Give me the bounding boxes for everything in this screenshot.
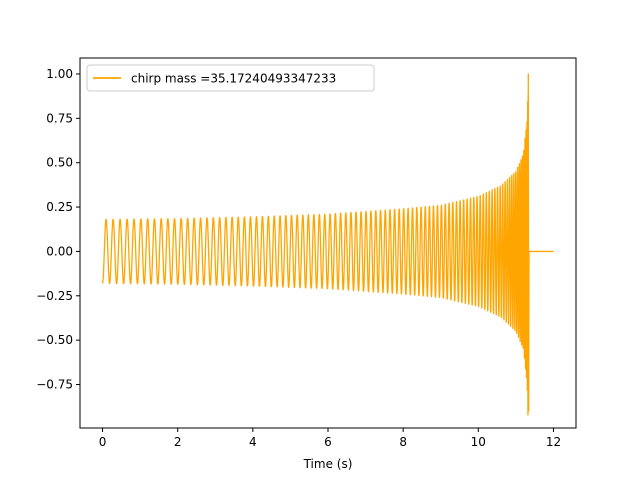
y-tick-label: 0.50	[46, 156, 73, 170]
series-line-chirp	[101, 73, 554, 416]
y-tick-label: −0.50	[36, 333, 73, 347]
y-tick-label: 1.00	[46, 67, 73, 81]
legend-box	[86, 64, 375, 92]
x-axis-label: Time (s)	[303, 457, 353, 471]
x-tick-label: 6	[324, 435, 332, 449]
legend: chirp mass =35.17240493347233	[86, 64, 375, 92]
x-tick-label: 2	[174, 435, 182, 449]
x-tick-label: 12	[546, 435, 561, 449]
x-tick-label: 8	[399, 435, 407, 449]
x-tick-label: 4	[249, 435, 257, 449]
y-tick-label: 0.00	[46, 244, 73, 258]
x-tick-label: 10	[471, 435, 486, 449]
y-tick-label: 0.25	[46, 200, 73, 214]
y-axis: −0.75 −0.50 −0.25 0.00 0.25 0.50 0.75 1.00	[36, 67, 80, 392]
legend-entry-label: chirp mass =35.17240493347233	[131, 72, 336, 86]
x-axis: 0 2 4 6 8 10 12	[99, 428, 561, 449]
y-tick-label: −0.25	[36, 289, 73, 303]
y-tick-label: −0.75	[36, 378, 73, 392]
plot-area	[101, 73, 554, 416]
y-tick-label: 0.75	[46, 111, 73, 125]
x-tick-label: 0	[99, 435, 107, 449]
